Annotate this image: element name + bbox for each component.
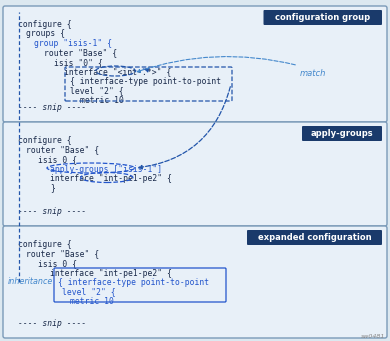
Text: group "isis-1" {: group "isis-1" {: [34, 39, 112, 48]
Text: configure {: configure {: [18, 240, 72, 249]
Text: router "Base" {: router "Base" {: [44, 48, 117, 58]
Text: isis 0 {: isis 0 {: [38, 155, 77, 164]
Text: groups {: groups {: [26, 30, 65, 39]
Text: ---- snip ----: ---- snip ----: [18, 103, 86, 112]
Text: apply-groups: apply-groups: [311, 129, 373, 138]
Text: level "2" {: level "2" {: [62, 287, 115, 297]
Text: interface "int-pe1-pe2" {: interface "int-pe1-pe2" {: [50, 174, 172, 183]
FancyBboxPatch shape: [3, 6, 387, 122]
Text: { interface-type point-to-point: { interface-type point-to-point: [58, 278, 209, 287]
FancyBboxPatch shape: [247, 230, 382, 245]
Text: metric 10: metric 10: [70, 297, 114, 306]
Text: configure {: configure {: [18, 136, 72, 145]
Text: ---- snip ----: ---- snip ----: [18, 207, 86, 216]
Text: configure {: configure {: [18, 20, 72, 29]
Text: inheritance: inheritance: [8, 277, 53, 286]
Text: router "Base" {: router "Base" {: [26, 146, 99, 154]
Text: expanded configuration: expanded configuration: [258, 233, 371, 242]
Text: ---- snip ----: ---- snip ----: [18, 319, 86, 328]
Text: apply-groups ["isis-1"]: apply-groups ["isis-1"]: [50, 164, 162, 174]
Text: }: }: [50, 183, 55, 193]
FancyBboxPatch shape: [3, 226, 387, 338]
Text: isis 0 {: isis 0 {: [38, 259, 77, 268]
Text: isis "0" {: isis "0" {: [54, 58, 103, 67]
Text: interface "<int-.*>" {: interface "<int-.*>" {: [64, 68, 171, 76]
Text: level "2" {: level "2" {: [70, 87, 124, 95]
Text: match: match: [300, 69, 326, 77]
Text: metric 10: metric 10: [80, 96, 124, 105]
FancyBboxPatch shape: [264, 10, 382, 25]
FancyBboxPatch shape: [302, 126, 382, 141]
Text: sw0481: sw0481: [361, 334, 385, 339]
Text: router "Base" {: router "Base" {: [26, 250, 99, 258]
FancyBboxPatch shape: [3, 122, 387, 226]
Text: interface "int-pe1-pe2" {: interface "int-pe1-pe2" {: [50, 268, 172, 278]
Text: { interface-type point-to-point: { interface-type point-to-point: [70, 77, 221, 86]
Text: configuration group: configuration group: [275, 13, 370, 22]
